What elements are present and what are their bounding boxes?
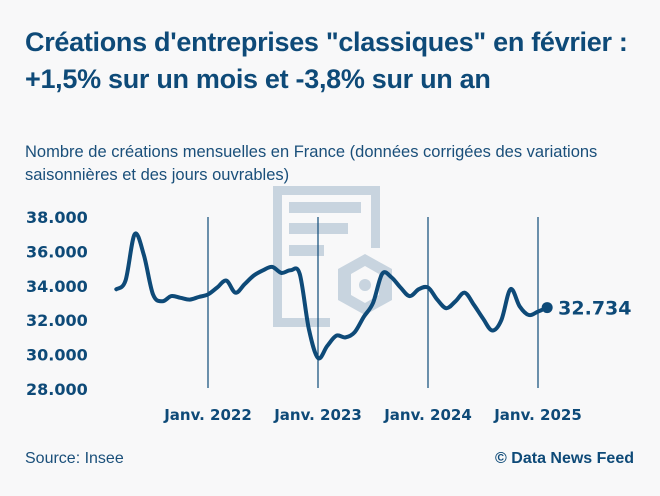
data-point [179, 296, 183, 300]
data-point [463, 291, 467, 295]
data-point [289, 268, 293, 272]
data-point [114, 287, 118, 291]
data-point [169, 294, 173, 298]
x-tick-label: Janv. 2025 [493, 406, 582, 424]
data-point [389, 275, 393, 279]
data-point [371, 301, 375, 305]
data-point [380, 272, 384, 276]
end-value-label: 32.734 [558, 298, 631, 320]
data-point [206, 292, 210, 296]
data-point [243, 282, 247, 286]
data-point [261, 268, 265, 272]
data-point [399, 286, 403, 290]
y-tick-label: 28.000 [26, 380, 88, 399]
data-point [234, 291, 238, 295]
data-point [353, 330, 357, 334]
watermark-logo-icon [273, 186, 392, 327]
data-point [215, 286, 219, 290]
data-point [444, 306, 448, 310]
data-point [499, 318, 503, 322]
data-point [224, 279, 228, 283]
data-point [509, 287, 513, 291]
data-point [151, 292, 155, 296]
chart-title: Créations d'entreprises "classiques" en … [25, 27, 628, 94]
data-point [188, 298, 192, 302]
data-point [518, 304, 522, 308]
y-tick-label: 34.000 [26, 277, 88, 296]
y-tick-label: 38.000 [26, 208, 88, 227]
end-point-marker [541, 302, 553, 314]
data-point [270, 265, 274, 269]
y-tick-label: 36.000 [26, 242, 88, 261]
series-line [114, 231, 550, 361]
data-point [325, 344, 329, 348]
data-point [160, 299, 164, 303]
data-point [142, 253, 146, 257]
data-point [426, 286, 430, 290]
data-point [279, 271, 283, 275]
x-tick-label: Janv. 2022 [163, 406, 252, 424]
data-point [472, 303, 476, 307]
data-point [481, 316, 485, 320]
data-point [490, 329, 494, 333]
data-point [252, 273, 256, 277]
source-note: Source: Insee [25, 450, 124, 467]
data-point [417, 287, 421, 291]
data-point [454, 299, 458, 303]
data-point [435, 298, 439, 302]
data-point [133, 232, 137, 236]
data-point [197, 295, 201, 299]
data-point [334, 334, 338, 338]
y-tick-label: 32.000 [26, 311, 88, 330]
chart-subtitle: Nombre de créations mensuelles en France… [25, 143, 598, 184]
data-point [298, 272, 302, 276]
x-tick-label: Janv. 2024 [383, 406, 472, 424]
x-tick-label: Janv. 2023 [273, 406, 362, 424]
data-point [362, 315, 366, 319]
data-point [527, 313, 531, 317]
y-tick-label: 30.000 [26, 346, 88, 365]
data-point [307, 327, 311, 331]
data-point [536, 310, 540, 314]
credit-note: © Data News Feed [495, 450, 634, 467]
data-point [316, 356, 320, 360]
data-point [408, 294, 412, 298]
data-point [124, 279, 128, 283]
data-point [344, 335, 348, 339]
